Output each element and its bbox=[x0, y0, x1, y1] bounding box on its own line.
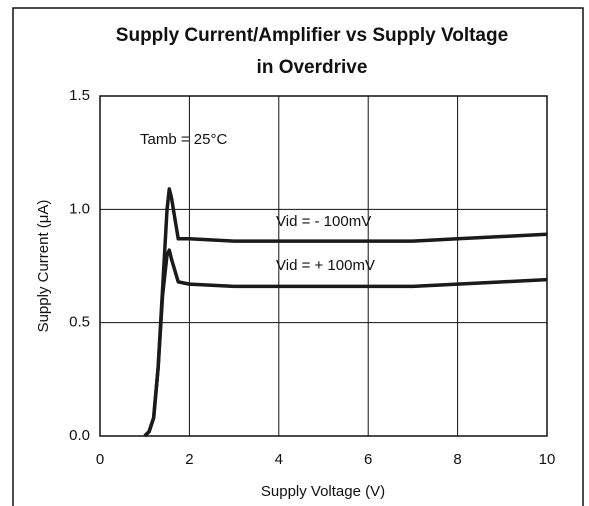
y-tick-label: 0.0 bbox=[69, 427, 90, 444]
chart-title: in Overdrive bbox=[257, 57, 368, 78]
frame bbox=[12, 7, 584, 506]
annotation: Vid = - 100mV bbox=[276, 213, 371, 230]
annotation: Vid = + 100mV bbox=[276, 257, 375, 274]
annotation: Tamb = 25°C bbox=[140, 131, 227, 148]
x-tick-label: 6 bbox=[364, 451, 372, 468]
y-tick-label: 1.0 bbox=[69, 200, 90, 217]
x-axis-label: Supply Voltage (V) bbox=[261, 483, 385, 500]
y-tick-label: 1.5 bbox=[69, 87, 90, 104]
x-tick-label: 2 bbox=[185, 451, 193, 468]
chart-title: Supply Current/Amplifier vs Supply Volta… bbox=[116, 25, 508, 46]
x-tick-label: 4 bbox=[275, 451, 283, 468]
x-tick-label: 8 bbox=[453, 451, 461, 468]
y-tick-label: 0.5 bbox=[69, 314, 90, 331]
x-tick-label: 0 bbox=[96, 451, 104, 468]
series-line bbox=[143, 248, 548, 438]
x-tick-label: 10 bbox=[539, 451, 556, 468]
y-axis-label: Supply Current (μA) bbox=[35, 200, 52, 333]
